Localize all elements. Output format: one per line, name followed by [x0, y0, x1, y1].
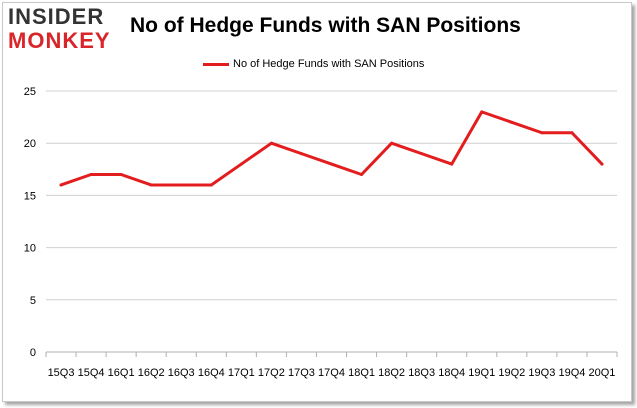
- y-tick-label: 15: [24, 190, 36, 202]
- data-point: [390, 141, 394, 145]
- data-point: [330, 162, 333, 166]
- logo-bottom-text: MONKEY: [8, 28, 111, 53]
- y-tick-label: 25: [24, 86, 36, 98]
- data-point: [119, 173, 123, 177]
- insider-monkey-logo: INSIDER MONKEY: [8, 6, 120, 54]
- data-point: [149, 183, 153, 187]
- data-point: [480, 110, 484, 114]
- x-tick-label: 18Q4: [438, 367, 465, 379]
- series-line: [59, 110, 604, 187]
- x-tick-label: 18Q3: [408, 367, 435, 379]
- data-point: [179, 183, 183, 187]
- x-tick-label: 19Q2: [498, 367, 525, 379]
- legend-label: No of Hedge Funds with SAN Positions: [233, 58, 425, 70]
- data-point: [510, 120, 514, 124]
- legend-swatch: [203, 62, 229, 66]
- x-tick-label: 18Q1: [348, 367, 375, 379]
- x-tick-label: 15Q3: [48, 367, 75, 379]
- x-tick-label: 15Q4: [78, 367, 105, 379]
- data-point: [59, 183, 63, 187]
- data-point: [239, 162, 243, 166]
- x-tick-label: 16Q3: [168, 367, 195, 379]
- chart-legend: No of Hedge Funds with SAN Positions: [203, 57, 424, 71]
- data-point: [269, 141, 273, 145]
- x-tick-label: 17Q2: [258, 367, 285, 379]
- x-tick-label: 16Q1: [108, 367, 135, 379]
- data-point: [450, 162, 454, 166]
- chart-frame: [2, 2, 632, 402]
- x-tick-label: 17Q1: [228, 367, 255, 379]
- data-point: [299, 152, 303, 156]
- x-tick-label: 16Q4: [198, 367, 225, 379]
- y-tick-label: 20: [24, 138, 36, 150]
- x-tick-label: 19Q1: [468, 367, 495, 379]
- x-tick-label: 19Q3: [528, 367, 555, 379]
- data-point: [600, 162, 604, 166]
- data-point: [540, 131, 544, 135]
- y-tick-label: 0: [30, 347, 36, 359]
- x-tick-label: 19Q4: [558, 367, 585, 379]
- y-tick-label: 5: [30, 295, 36, 307]
- x-tick-label: 20Q1: [589, 367, 616, 379]
- y-tick-label: 10: [24, 243, 36, 255]
- x-tick-label: 18Q2: [378, 367, 405, 379]
- data-point: [420, 152, 424, 156]
- x-tick-label: 16Q2: [138, 367, 165, 379]
- data-point: [360, 173, 364, 177]
- data-point: [209, 183, 213, 187]
- chart-title: No of Hedge Funds with SAN Positions: [130, 14, 521, 37]
- x-tick-label: 17Q3: [288, 367, 315, 379]
- data-point: [570, 131, 574, 135]
- data-point: [89, 173, 93, 177]
- x-tick-label: 17Q4: [318, 367, 345, 379]
- logo-top-text: INSIDER: [8, 4, 105, 29]
